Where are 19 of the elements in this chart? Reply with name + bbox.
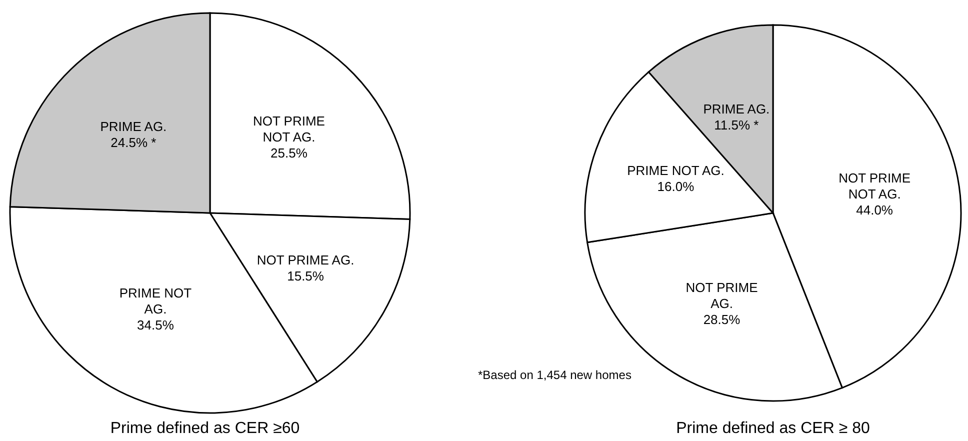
slice-label: NOT PRIME AG. [256,252,354,267]
slice-label: PRIME NOT AG. [627,162,724,178]
text: Prime defined as CER ≥ 80 [675,420,871,438]
text: Prime defined as CER ≥60 [109,420,301,438]
text: *Based on 1,454 new homes [478,368,632,382]
data-label: 16.0% [657,178,695,194]
data-label: 24.5% * [110,134,156,150]
slice-label: NOT PRIME AG. [686,279,758,310]
data-label: 34.5% [137,317,174,332]
data-label: 28.5% [703,311,741,326]
slice-label: PRIME AG. [100,118,167,134]
data-label: 15.5% [287,268,324,283]
data-label: 11.5% * [714,116,759,132]
data-label: 44.0% [856,202,894,218]
slice-label: PRIME NOT AG. [119,285,192,316]
slice-label: NOT PRIME NOT AG. [252,112,326,144]
data-label: 25.5% [270,144,308,160]
slice-label: NOT PRIME NOT AG. [838,170,911,202]
slice-label: PRIME AG. [703,100,770,116]
